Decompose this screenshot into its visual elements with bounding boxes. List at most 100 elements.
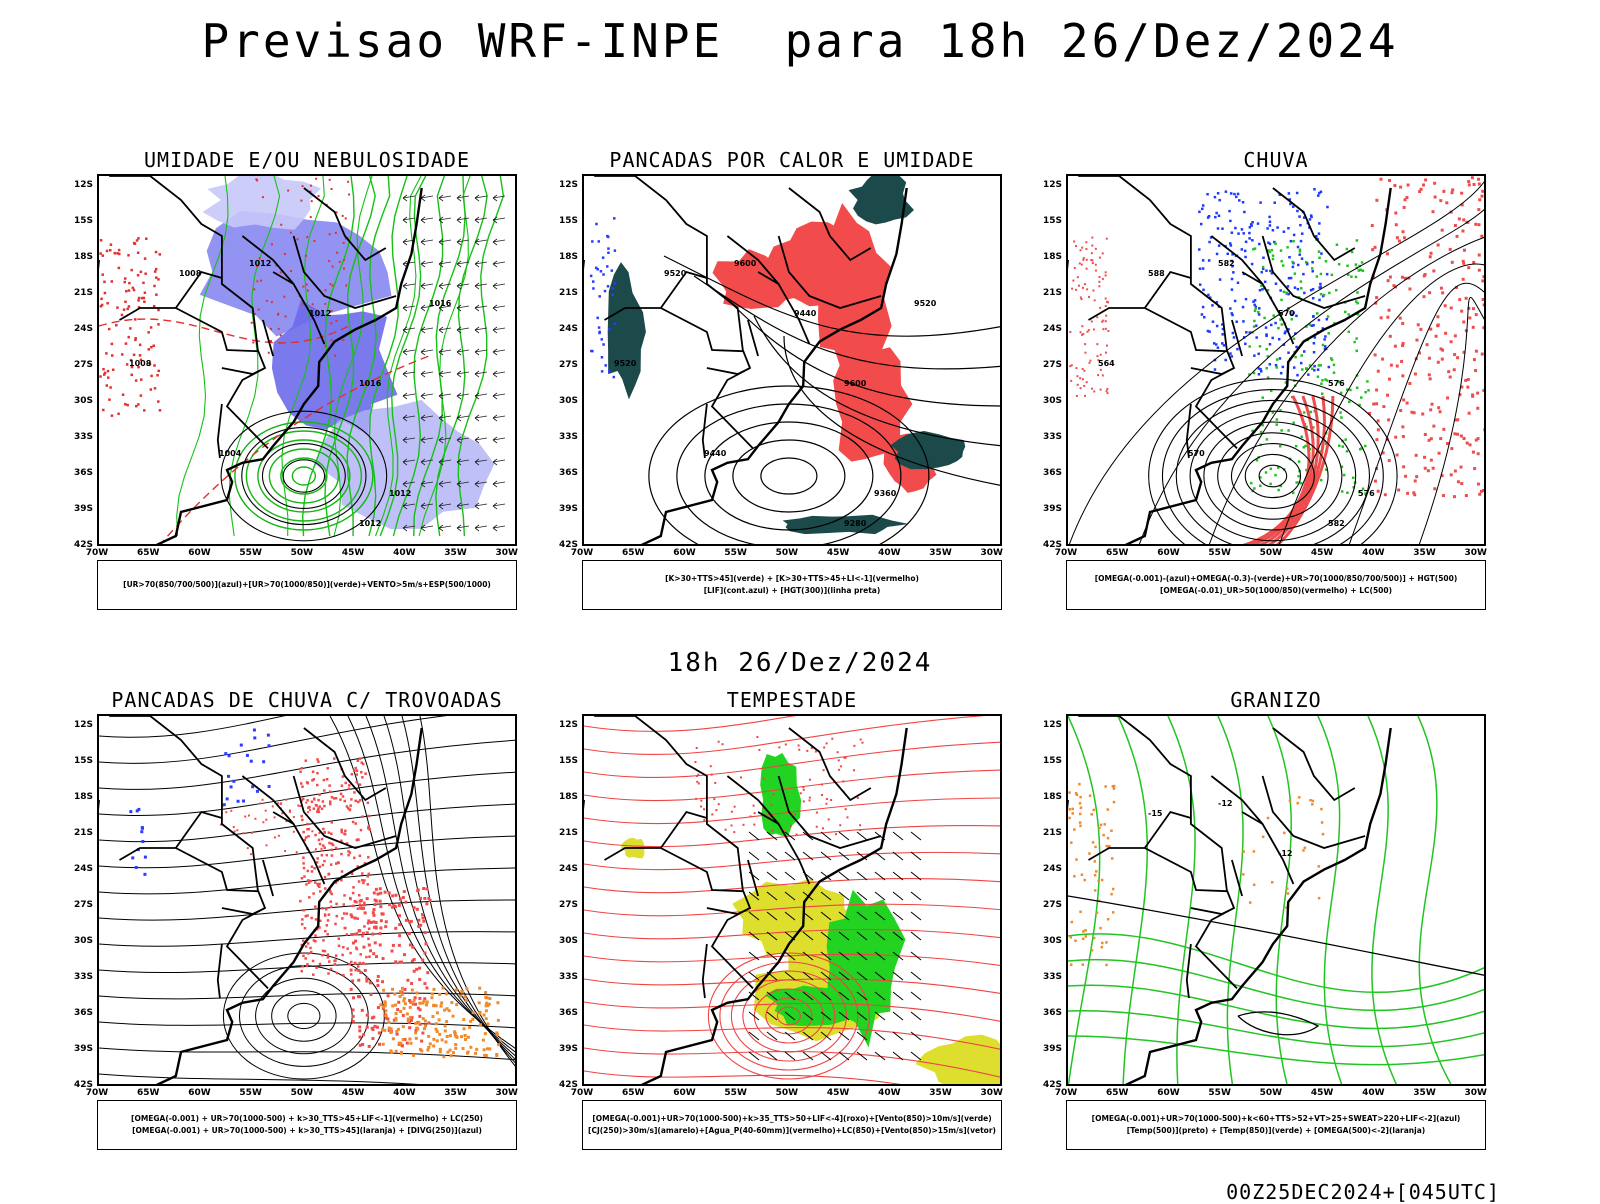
legend-line: [OMEGA(-0.001) + UR>70(1000-500) + k>30_… [131,1113,483,1125]
lat-tick-label: 39S [1034,1044,1062,1054]
contour-label: 9440 [704,449,727,458]
lat-tick-label: 33S [550,432,578,442]
lat-tick-label: 18S [1034,792,1062,802]
lat-tick-label: 33S [65,972,93,982]
contour-label: 9520 [614,359,637,368]
lon-tick-label: 70W [567,1088,597,1098]
lat-tick-label: 18S [550,792,578,802]
panel-legend: [OMEGA(-0.001)+UR>70(1000-500)+k<60+TTS>… [1066,1100,1486,1150]
legend-line: [K>30+TTS>45](verde) + [K>30+TTS>45+LI<-… [665,573,919,585]
lon-tick-label: 70W [82,1088,112,1098]
lat-tick-label: 12S [550,720,578,730]
lat-tick-label: 12S [1034,720,1062,730]
contour-label: 9600 [734,259,757,268]
lat-tick-label: 18S [550,252,578,262]
contour-label: 582 [1328,519,1345,528]
lon-tick-label: 50W [287,548,317,558]
lon-tick-label: 30W [977,1088,1007,1098]
panel-legend: [OMEGA(-0.001)-(azul)+OMEGA(-0.3)-(verde… [1066,560,1486,610]
lat-tick-label: 30S [1034,936,1062,946]
lat-tick-label: 30S [65,936,93,946]
lat-tick-label: 27S [550,900,578,910]
lon-tick-label: 50W [1256,548,1286,558]
lat-tick-label: 21S [65,828,93,838]
lon-tick-label: 70W [1051,1088,1081,1098]
lon-tick-label: 50W [1256,1088,1286,1098]
forecast-map [97,714,517,1086]
lon-tick-label: 65W [618,548,648,558]
lat-tick-label: 27S [1034,900,1062,910]
lat-tick-label: 36S [65,468,93,478]
subtitle-date: 18h 26/Dez/2024 [0,648,1600,678]
contour-label: 9520 [664,269,687,278]
contour-label: 1012 [309,309,331,318]
lat-tick-label: 24S [550,324,578,334]
legend-line: [OMEGA(-0.001)-(azul)+OMEGA(-0.3)-(verde… [1095,573,1458,585]
lon-tick-label: 40W [389,1088,419,1098]
lon-tick-label: 35W [926,1088,956,1098]
lon-tick-label: 60W [184,1088,214,1098]
lat-tick-label: 36S [65,1008,93,1018]
lat-tick-label: 18S [65,252,93,262]
panel-legend: [OMEGA(-0.001)+UR>70(1000-500)+k>35_TTS>… [582,1100,1002,1150]
lon-tick-label: 55W [236,1088,266,1098]
panel-title: TEMPESTADE [582,688,1002,712]
lon-tick-label: 45W [823,548,853,558]
lon-tick-label: 65W [1102,548,1132,558]
lon-tick-label: 35W [441,1088,471,1098]
lat-tick-label: 39S [1034,504,1062,514]
map-canvas: -12-15-12 [1068,716,1486,1086]
contour-label: 576 [1358,489,1375,498]
lat-tick-label: 24S [65,864,93,874]
panel-title: UMIDADE E/OU NEBULOSIDADE [97,148,517,172]
panel-legend: [UR>70(850/700/500)](azul)+[UR>70(1000/8… [97,560,517,610]
lat-tick-label: 39S [550,504,578,514]
lat-tick-label: 24S [65,324,93,334]
map-canvas [99,716,517,1086]
lon-tick-label: 55W [721,1088,751,1098]
contour-label: 1012 [389,489,411,498]
legend-line: [OMEGA(-0.01)_UR>50(1000/850)(vermelho) … [1160,585,1392,597]
contour-label: 1016 [359,379,382,388]
contour-label: 570 [1278,309,1295,318]
forecast-map: -12-15-12 [1066,714,1486,1086]
lat-tick-label: 12S [1034,180,1062,190]
contour-label: 582 [1218,259,1235,268]
lat-tick-label: 15S [550,216,578,226]
lon-tick-label: 55W [1205,1088,1235,1098]
lat-tick-label: 27S [1034,360,1062,370]
contour-label: 570 [1188,449,1205,458]
contour-label: 576 [1328,379,1345,388]
lon-tick-label: 55W [1205,548,1235,558]
lat-tick-label: 30S [550,936,578,946]
lat-tick-label: 30S [550,396,578,406]
contour-label: -12 [1278,849,1292,858]
lon-tick-label: 70W [567,548,597,558]
lon-tick-label: 55W [721,548,751,558]
lon-tick-label: 40W [1358,548,1388,558]
lon-tick-label: 45W [823,1088,853,1098]
lon-tick-label: 45W [1307,548,1337,558]
panel-title: PANCADAS DE CHUVA C/ TROVOADAS [97,688,517,712]
lon-tick-label: 30W [1461,1088,1491,1098]
lon-tick-label: 35W [1410,548,1440,558]
lat-tick-label: 33S [550,972,578,982]
lat-tick-label: 21S [550,828,578,838]
lon-tick-label: 40W [874,1088,904,1098]
lat-tick-label: 21S [65,288,93,298]
panel-title: GRANIZO [1066,688,1486,712]
lat-tick-label: 21S [1034,288,1062,298]
lat-tick-label: 30S [65,396,93,406]
lon-tick-label: 45W [338,1088,368,1098]
lat-tick-label: 24S [1034,864,1062,874]
legend-line: [Temp(500)](preto) + [Temp(850)](verde) … [1127,1125,1425,1137]
lat-tick-label: 39S [550,1044,578,1054]
